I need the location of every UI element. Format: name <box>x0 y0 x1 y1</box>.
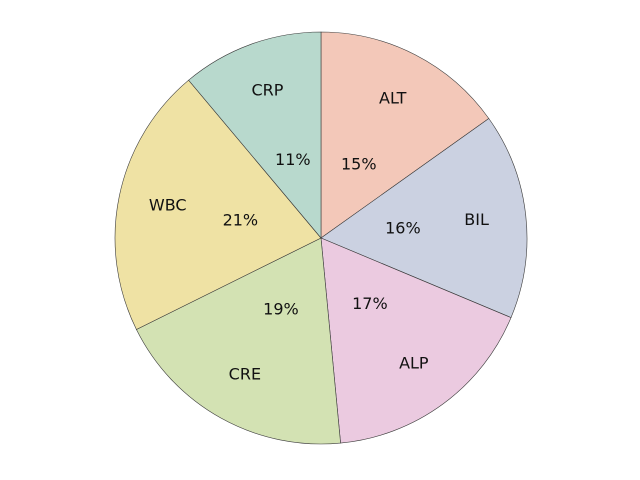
pie-slice-alt <box>320 31 490 239</box>
slice-percent-cre: 19% <box>263 300 299 319</box>
slice-label-wbc: WBC <box>149 195 187 214</box>
slice-percent-wbc: 21% <box>223 211 259 230</box>
slice-percent-alt: 15% <box>341 154 377 173</box>
pie-slice-wbc <box>114 79 322 330</box>
slice-percent-bil: 16% <box>385 218 421 237</box>
slice-label-alt: ALT <box>379 88 407 107</box>
pie-slice-crp <box>188 31 322 239</box>
slice-percent-crp: 11% <box>275 150 311 169</box>
slice-label-alp: ALP <box>399 354 429 373</box>
slice-percent-alp: 17% <box>352 294 388 313</box>
slice-label-bil: BIL <box>464 210 489 229</box>
slice-label-cre: CRE <box>229 364 261 383</box>
pie-slice-bil <box>320 118 528 318</box>
pie-slices <box>114 31 528 445</box>
pie-slice-cre <box>136 237 341 445</box>
pie-slice-alp <box>320 237 512 444</box>
pie-labels: ALT 15% BIL 16% ALP 17% CRE 19% WBC 21% CRP 11% <box>149 80 489 383</box>
slice-label-crp: CRP <box>251 80 283 99</box>
